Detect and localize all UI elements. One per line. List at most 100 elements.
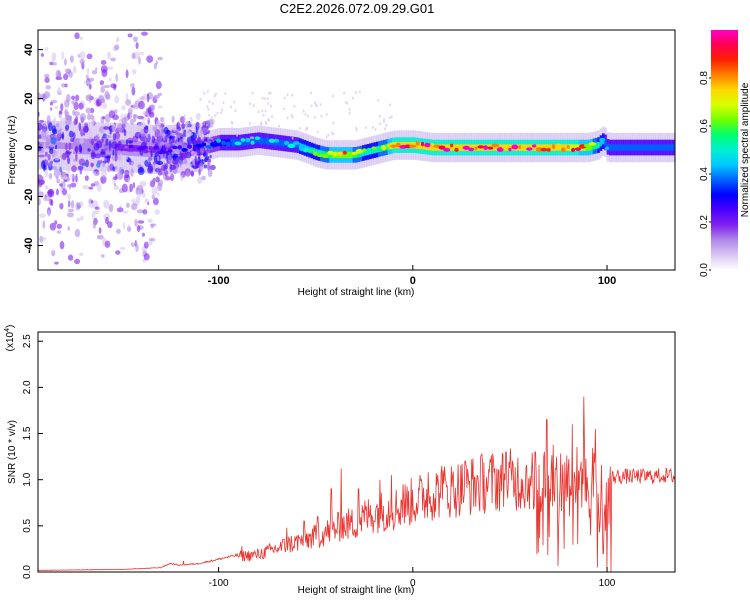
spectrogram-noise-blob (90, 116, 95, 126)
spectrogram-core (252, 137, 256, 145)
spectrogram-noise-blob (59, 202, 64, 210)
spectrogram-core (643, 144, 647, 151)
spectrogram-core (662, 144, 666, 151)
spectrogram-noise-blob (139, 149, 144, 156)
spectrogram-ridge-spot (346, 153, 354, 158)
spectrogram-noise-blob (142, 93, 148, 102)
spectrogram-noise-blob (131, 161, 135, 167)
spectrogram-noise-blob (137, 167, 145, 176)
spectrogram-core (445, 144, 449, 151)
spectrogram-noise-blob (134, 219, 138, 227)
spectrogram-ridge-spot (221, 140, 226, 146)
spectrogram-core (653, 144, 657, 151)
snr-y-tick-label: 2.0 (22, 380, 33, 394)
spectrogram-noise-blob (113, 176, 118, 181)
spectrogram-x-tick-label: -100 (208, 275, 230, 287)
spectrogram-noise-blob (150, 104, 156, 111)
spectrogram-faint-point (320, 114, 323, 118)
spectrogram-noise-blob (130, 168, 134, 177)
spectrogram-faint-point (372, 125, 375, 129)
spectrogram-noise-blob (157, 182, 163, 192)
spectrogram-noise-blob (90, 138, 95, 146)
spectrogram-ridge-spot (186, 144, 193, 149)
spectrogram-noise-blob (49, 101, 54, 106)
spectrogram-faint-point (299, 126, 302, 130)
spectrogram-noise-blob (147, 106, 152, 115)
spectrogram-noise-blob (156, 192, 160, 197)
spectrogram-faint-point (203, 91, 206, 95)
spectrogram-ridge-spot (561, 147, 566, 153)
spectrogram-noise-blob (61, 51, 64, 60)
spectrogram-noise-blob (38, 173, 42, 180)
spectrogram-noise-blob (120, 105, 126, 111)
spectrogram-noise-blob (67, 254, 74, 261)
spectrogram-noise-blob (48, 122, 53, 132)
spectrogram-core (564, 144, 568, 151)
spectrogram-noise-blob (171, 115, 175, 123)
spectrogram-core (296, 142, 300, 149)
spectrogram-core (457, 144, 461, 151)
spectrogram-noise-blob (185, 163, 193, 168)
spectrogram-x-tick-label: 0 (410, 275, 416, 287)
spectrogram-noise-blob (78, 122, 82, 132)
spectrogram-noise-blob (58, 110, 63, 115)
spectrogram-noise-blob (50, 137, 57, 145)
spectrogram-noise-blob (155, 60, 158, 66)
spectrogram-noise-blob (142, 209, 148, 215)
spectrogram-noise-blob (124, 156, 129, 160)
spectrogram-noise-blob (119, 246, 126, 250)
spectrogram-ridge-spot (307, 148, 315, 153)
spectrogram-core (532, 144, 535, 151)
spectrogram-noise-blob (47, 153, 51, 161)
spectrogram-faint-point (319, 102, 322, 106)
spectrogram-ridge-spot (554, 143, 563, 148)
spectrogram-faint-point (261, 109, 264, 113)
spectrogram-noise-blob (53, 153, 61, 161)
spectrogram-noise-blob (143, 126, 149, 134)
colorbar-tick-label: 0.4 (699, 167, 710, 181)
spectrogram-noise-blob (107, 66, 114, 70)
spectrogram-ridge-spot (342, 150, 347, 155)
spectrogram-ridge-spot (123, 148, 129, 152)
spectrogram-noise-blob (54, 261, 59, 265)
spectrogram-noise-blob (77, 165, 84, 171)
spectrogram-core (336, 151, 340, 159)
spectrogram-noise-blob (44, 151, 48, 157)
spectrogram-faint-point (219, 129, 222, 133)
spectrogram-noise-blob (118, 153, 124, 163)
spectrogram-noise-blob (56, 230, 61, 234)
spectrogram-noise-blob (153, 155, 157, 163)
spectrogram-ridge-spot (535, 147, 543, 152)
spectrogram-ridge-spot (371, 146, 377, 150)
spectrogram-noise-blob (157, 92, 163, 97)
spectrogram-noise-blob (104, 240, 111, 248)
spectrogram-noise-blob (67, 226, 71, 231)
spectrogram-faint-point (310, 104, 313, 108)
spectrogram-noise-blob (94, 206, 100, 210)
spectrogram-noise-blob (65, 143, 68, 151)
spectrogram-faint-point (243, 130, 246, 134)
spectrogram-faint-point (248, 122, 251, 126)
spectrogram-ridge-spot (518, 145, 522, 149)
spectrogram-noise-blob (68, 71, 73, 78)
spectrogram-ridge-spot (234, 141, 242, 146)
spectrogram-noise-blob (116, 207, 124, 213)
spectrogram-y-tick-label: 40 (23, 43, 35, 55)
spectrogram-faint-point (211, 116, 214, 120)
spectrogram-ridge-spot (245, 137, 251, 143)
spectrogram-noise-blob (59, 240, 65, 250)
spectrogram-faint-point (236, 133, 239, 137)
spectrogram-noise-blob (205, 120, 211, 124)
colorbar-tick-label: 0.8 (699, 71, 710, 85)
spectrogram-noise-blob (70, 200, 75, 209)
spectrogram-noise-blob (175, 148, 180, 155)
spectrogram-noise-blob (125, 92, 129, 101)
spectrogram-faint-point (332, 132, 335, 136)
spectrogram-core (525, 144, 528, 151)
spectrogram-ridge-spot (205, 145, 213, 149)
spectrogram-noise-blob (135, 243, 139, 253)
spectrogram-noise-blob (88, 130, 93, 140)
spectrogram-noise-blob (73, 111, 80, 117)
spectrogram-core (128, 144, 132, 152)
spectrogram-noise-blob (82, 184, 90, 190)
